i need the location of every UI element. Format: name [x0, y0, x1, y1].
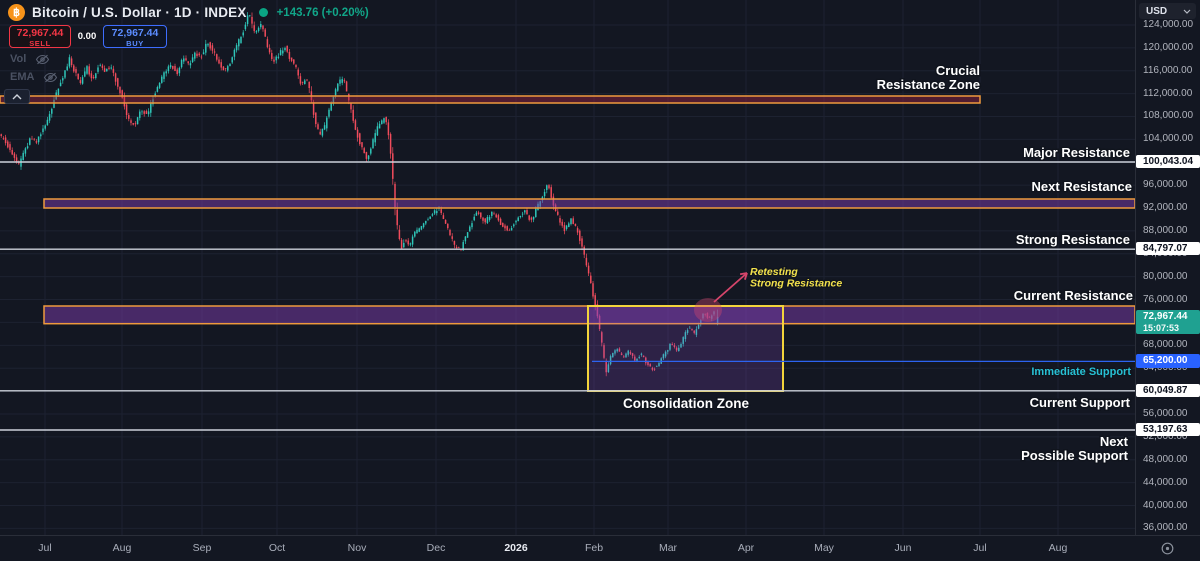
- price-axis[interactable]: USD 36,000.00 40,000.00 44,000.00 48,000.00…: [1135, 0, 1200, 535]
- time-axis[interactable]: Jul Aug Sep Oct Nov Dec 2026 Feb Mar Apr May Jun Jul…: [0, 535, 1200, 561]
- buy-price: 72,967.44: [111, 27, 159, 39]
- bitcoin-icon: ฿: [8, 4, 25, 21]
- price-label-green: 72,967.44 15:07:53: [1136, 309, 1200, 334]
- time-axis-label: Sep: [192, 542, 212, 554]
- price-tick-label: 96,000.00: [1143, 179, 1188, 191]
- price-change: +143.76 (+0.20%): [276, 6, 369, 19]
- next-resistance-zone[interactable]: [43, 198, 1135, 209]
- time-axis-label: Dec: [426, 542, 446, 554]
- price-tick-label: 76,000.00: [1143, 293, 1188, 305]
- time-axis-label: Aug: [1048, 542, 1068, 554]
- price-tick-label: 120,000.00: [1143, 41, 1194, 53]
- candlestick-chart[interactable]: Crucial Resistance Zone Major Resistance Ne…: [0, 0, 1135, 535]
- current-resistance-label: Current Resistance: [1014, 288, 1133, 303]
- crucial-resistance-zone[interactable]: [0, 95, 981, 104]
- price-label-white: 84,797.07: [1136, 242, 1200, 256]
- price-tick-label: 88,000.00: [1143, 224, 1188, 236]
- indicator-vol-label: Vol: [10, 53, 27, 65]
- price-tick-label: 52,000.00: [1143, 430, 1188, 442]
- time-axis-label: Jul: [973, 542, 987, 554]
- strong-resistance-label: Strong Resistance: [1016, 232, 1130, 247]
- time-axis-label: Jul: [38, 542, 52, 554]
- grid: [0, 0, 1135, 535]
- target-icon[interactable]: [1160, 541, 1175, 561]
- collapse-panel-button[interactable]: [4, 89, 30, 104]
- major-resistance-label: Major Resistance: [1023, 145, 1130, 160]
- current-support-label: Current Support: [1030, 395, 1131, 410]
- buy-button[interactable]: 72,967.44 BUY: [103, 25, 167, 48]
- price-tick-label: 92,000.00: [1143, 202, 1188, 214]
- spread-value: 0.00: [77, 31, 97, 42]
- price-tick-label: 40,000.00: [1143, 499, 1188, 511]
- trade-panel: 72,967.44 SELL 0.00 72,967.44 BUY: [9, 25, 167, 48]
- sell-price: 72,967.44: [16, 27, 64, 39]
- immediate-support-label: Immediate Support: [1031, 366, 1131, 378]
- currency-label: USD: [1146, 5, 1168, 17]
- symbol-legend: ฿ Bitcoin / U.S. Dollar · 1D · INDEX +14…: [8, 4, 369, 21]
- sell-label: SELL: [29, 39, 51, 48]
- time-axis-label: May: [814, 542, 834, 554]
- price-label-blue: 65,200.00: [1136, 354, 1200, 369]
- currency-dropdown[interactable]: USD: [1139, 3, 1196, 19]
- time-axis-label: Jun: [894, 542, 912, 554]
- time-axis-label: Nov: [347, 542, 367, 554]
- time-axis-label: Feb: [584, 542, 604, 554]
- indicator-ema-label: EMA: [10, 71, 35, 83]
- price-tick-label: 104,000.00: [1143, 133, 1194, 145]
- price-tick-label: 80,000.00: [1143, 270, 1188, 282]
- price-tick-label: 48,000.00: [1143, 453, 1188, 465]
- time-axis-label: Mar: [658, 542, 678, 554]
- crucial-resistance-zone-label: Crucial Resistance Zone: [877, 63, 980, 92]
- price-tick-label: 44,000.00: [1143, 476, 1188, 488]
- next-possible-support-label: Next Possible Support: [1021, 434, 1129, 463]
- market-status-dot: [258, 8, 268, 17]
- price-label-white: 100,043.04: [1136, 155, 1200, 168]
- consolidation-zone-box[interactable]: [587, 304, 784, 392]
- price-tick-label: 112,000.00: [1143, 87, 1193, 99]
- price-tick-label: 68,000.00: [1143, 339, 1188, 351]
- price-tick-label: 108,000.00: [1143, 110, 1194, 122]
- consolidation-zone-label: Consolidation Zone: [623, 396, 749, 411]
- price-tick-label: 56,000.00: [1143, 407, 1188, 419]
- time-axis-label: Oct: [268, 542, 286, 554]
- time-axis-label: 2026: [504, 542, 528, 554]
- retesting-annotation: Retesting Strong Resistance: [750, 266, 842, 290]
- next-resistance-label: Next Resistance: [1032, 179, 1132, 194]
- indicator-vol: Vol: [10, 53, 50, 65]
- price-label-white: 53,197.63: [1136, 423, 1200, 436]
- sell-button[interactable]: 72,967.44 SELL: [9, 25, 71, 48]
- retest-highlight-ellipse[interactable]: [694, 298, 722, 322]
- indicator-ema: EMA: [10, 71, 58, 83]
- eye-off-icon[interactable]: [43, 72, 58, 83]
- buy-label: BUY: [126, 39, 144, 48]
- time-axis-label: Aug: [112, 542, 132, 554]
- time-axis-label: Apr: [737, 542, 755, 554]
- candlestick-series: [0, 12, 719, 377]
- chevron-down-icon: [1183, 9, 1191, 14]
- price-label-white: 60,049.87: [1136, 383, 1200, 397]
- symbol-title[interactable]: Bitcoin / U.S. Dollar · 1D · INDEX: [32, 5, 247, 20]
- eye-off-icon[interactable]: [35, 54, 50, 65]
- price-tick-label: 116,000.00: [1143, 64, 1193, 76]
- price-tick-label: 36,000.00: [1143, 522, 1188, 534]
- retest-arrow[interactable]: [713, 272, 748, 303]
- price-tick-label: 124,000.00: [1143, 18, 1194, 30]
